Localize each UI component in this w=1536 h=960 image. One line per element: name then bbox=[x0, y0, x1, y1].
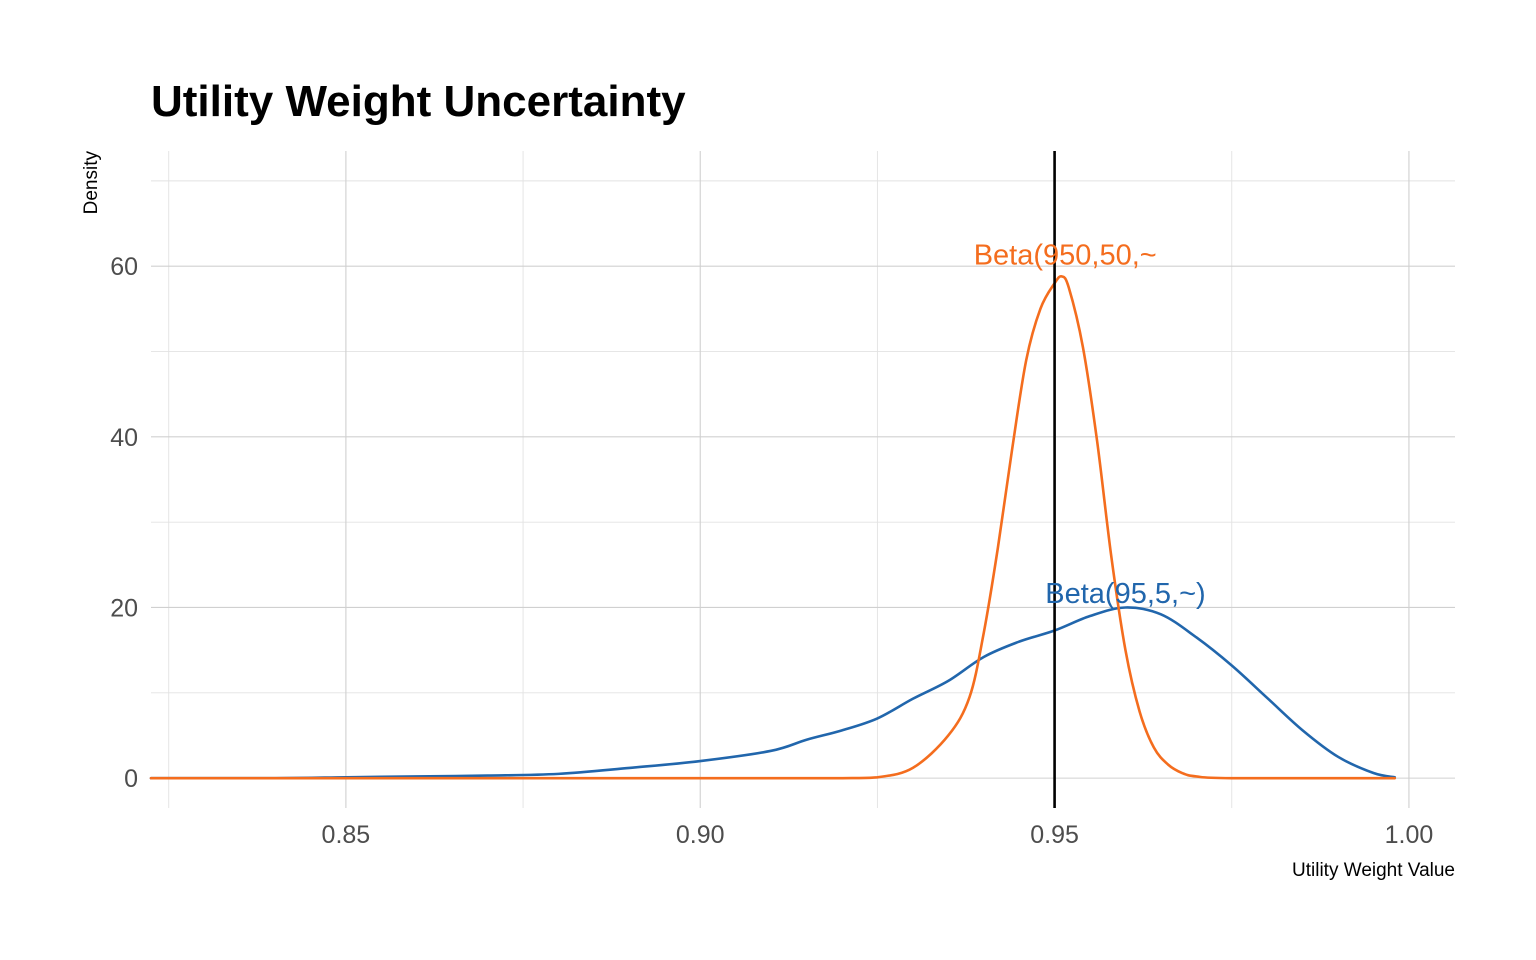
x-tick-label: 0.85 bbox=[322, 821, 371, 849]
x-tick-label: 0.90 bbox=[676, 821, 725, 849]
x-tick-label: 0.95 bbox=[1030, 821, 1079, 849]
y-tick-label: 60 bbox=[110, 253, 138, 281]
chart-title: Utility Weight Uncertainty bbox=[151, 77, 686, 126]
x-axis-label: Utility Weight Value bbox=[1292, 860, 1455, 881]
density-curves bbox=[149, 275, 1397, 780]
tick-labels: 0.85 0.90 0.95 1.00 0 20 40 60 bbox=[110, 253, 1433, 849]
density-curve-series-1 bbox=[149, 275, 1397, 780]
grid-lines bbox=[151, 151, 1455, 808]
series-label-1: Beta(950,50,~ bbox=[974, 239, 1157, 271]
series-label-0: Beta(95,5,~) bbox=[1045, 578, 1205, 610]
y-tick-label: 0 bbox=[124, 765, 138, 793]
y-tick-label: 20 bbox=[110, 594, 138, 622]
density-curve-series-0 bbox=[149, 606, 1397, 780]
y-tick-label: 40 bbox=[110, 424, 138, 452]
series-labels: Beta(95,5,~) Beta(950,50,~ bbox=[974, 239, 1206, 610]
y-axis-label: Density bbox=[81, 151, 102, 215]
x-tick-label: 1.00 bbox=[1385, 821, 1434, 849]
